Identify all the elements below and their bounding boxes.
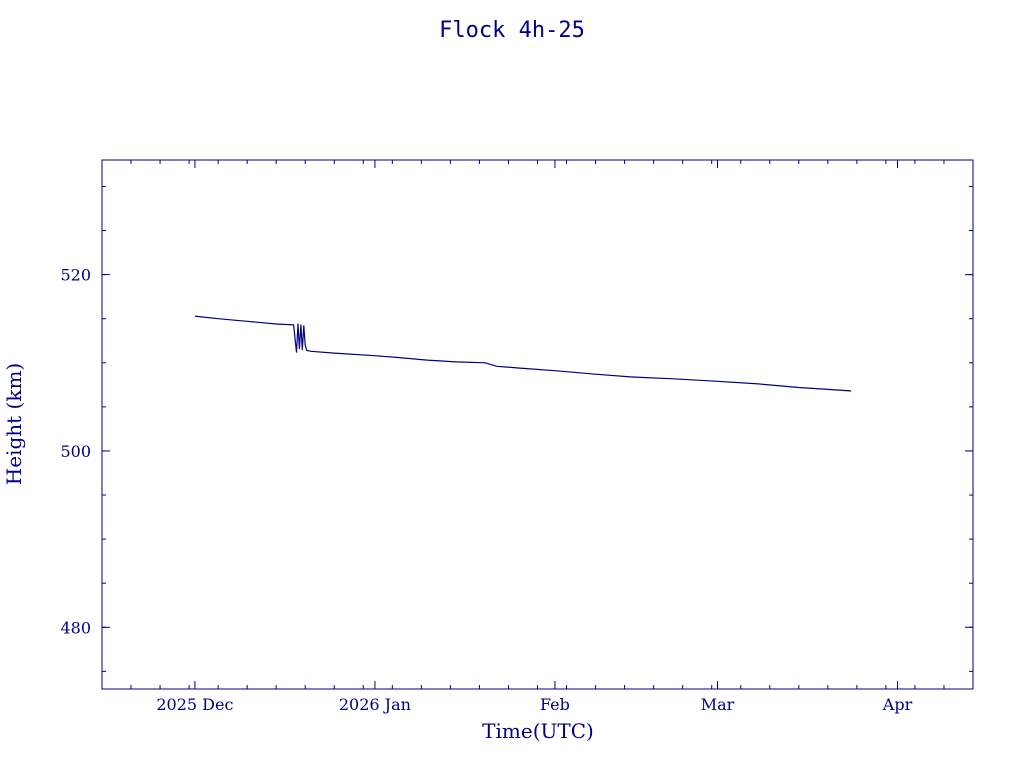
- x-tick-label-2: Feb: [540, 695, 570, 714]
- x-tick-label-0: 2025 Dec: [156, 695, 233, 714]
- x-tick-labels: 2025 Dec 2026 Jan Feb Mar Apr: [156, 695, 912, 714]
- major-ticks: [102, 160, 973, 689]
- y-axis-label: Height (km): [2, 363, 26, 485]
- y-tick-label-1: 500: [60, 442, 91, 461]
- x-tick-label-1: 2026 Jan: [339, 695, 411, 714]
- chart-title: Flock 4h-25: [439, 18, 585, 43]
- x-tick-label-3: Mar: [701, 695, 735, 714]
- x-tick-label-4: Apr: [882, 695, 913, 714]
- series-line-0: [194, 315, 852, 392]
- x-axis-label: Time(UTC): [482, 719, 594, 743]
- y-tick-label-2: 520: [60, 266, 91, 285]
- series-layer: [194, 315, 852, 392]
- minor-ticks: [102, 160, 973, 689]
- y-tick-labels: 480 500 520: [60, 266, 91, 638]
- y-tick-label-0: 480: [60, 618, 91, 637]
